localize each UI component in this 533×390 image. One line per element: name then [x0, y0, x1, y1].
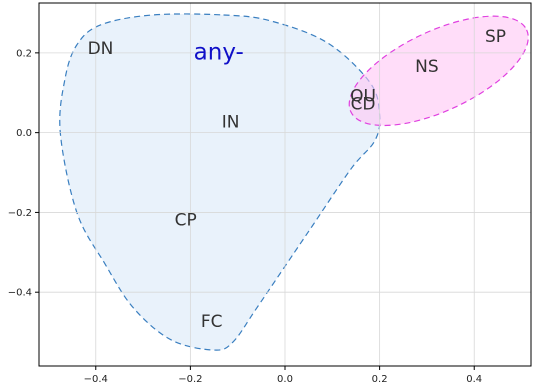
- y-tick-label: −0.2: [8, 208, 32, 219]
- x-tick-label: 0.0: [277, 374, 293, 385]
- point-label-ns: NS: [415, 57, 439, 77]
- cluster-region-1: [59, 13, 381, 351]
- x-tick-label: −0.4: [84, 374, 108, 385]
- y-tick-label: 0.0: [16, 128, 32, 139]
- point-label-cp: CP: [175, 210, 197, 230]
- point-label-qu: QU: [350, 87, 376, 107]
- y-axis-ticks: 0.2 0.0 −0.2 −0.4: [8, 48, 39, 299]
- y-tick-label: 0.2: [16, 48, 32, 59]
- point-label-cd: CD: [351, 95, 376, 115]
- cluster-region-2: [348, 15, 529, 127]
- cluster-regions: [59, 13, 529, 351]
- y-tick-label: −0.4: [8, 288, 32, 299]
- point-label-fc: FC: [201, 312, 223, 332]
- point-label-in: IN: [222, 113, 240, 133]
- grid: [39, 3, 531, 366]
- x-axis-ticks: −0.4 −0.2 0.0 0.2 0.4: [84, 366, 482, 385]
- annotation-text: any-: [194, 39, 244, 65]
- plot-frame: [38, 2, 532, 367]
- point-label-dn: DN: [88, 39, 114, 59]
- x-tick-label: −0.2: [178, 374, 202, 385]
- x-tick-label: 0.2: [372, 374, 388, 385]
- annotations: any-: [194, 39, 244, 65]
- point-label-sp: SP: [485, 27, 506, 47]
- x-tick-label: 0.4: [466, 374, 482, 385]
